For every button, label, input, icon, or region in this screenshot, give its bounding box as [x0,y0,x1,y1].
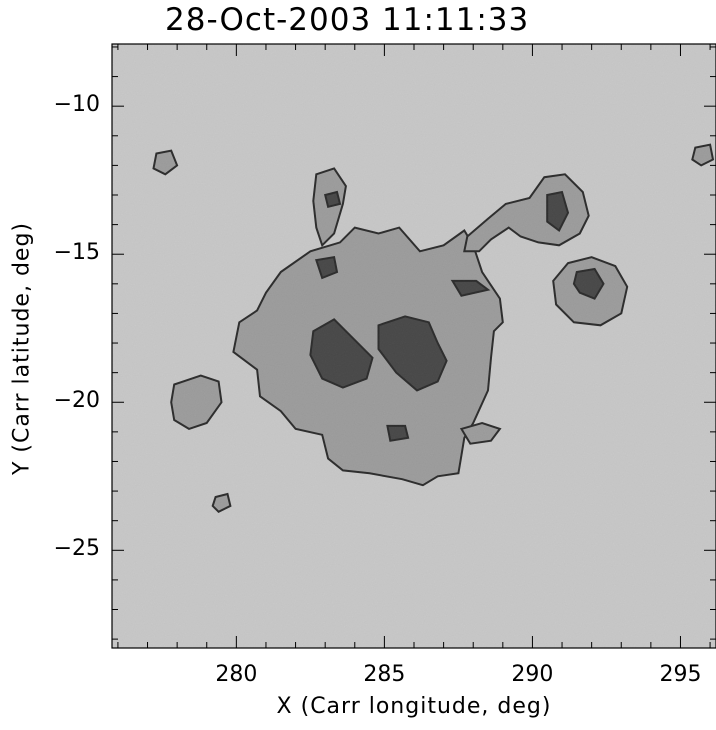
x-tick-label: 285 [363,662,406,687]
granulation-texture [112,44,716,648]
photosphere-image [112,44,716,648]
y-tick-label: −15 [53,240,100,266]
x-axis-label: X (Carr longitude, deg) [276,694,552,719]
x-tick-label: 290 [511,662,554,687]
y-tick-label: −10 [53,92,100,118]
axis-ticks [112,44,716,648]
x-tick-label: 295 [659,662,702,687]
y-axis-label: Y (Carr latitude, deg) [9,222,35,475]
x-tick-label: 280 [215,662,258,687]
y-tick-label: −25 [53,536,100,562]
y-tick-label: −20 [53,388,100,414]
